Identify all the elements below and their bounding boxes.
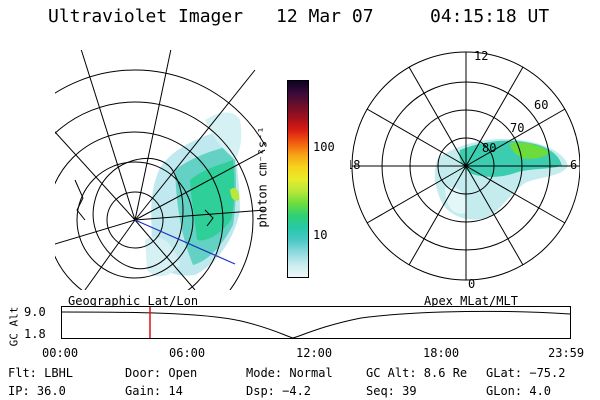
status-gc-alt: GC Alt: 8.6 Re xyxy=(366,366,468,380)
timeline-ytick-top: 9.0 xyxy=(24,305,46,319)
colorbar-tick-10: 10 xyxy=(313,228,328,242)
status-flt: Flt: LBHL xyxy=(8,366,74,380)
mlt-label-6: 6 xyxy=(570,158,577,172)
timeline-xtick-1: 06:00 xyxy=(169,346,206,360)
geographic-map xyxy=(55,50,265,290)
polar-mlt-plot: 12 18 6 0 60 70 80 xyxy=(350,49,580,288)
timeline-xtick-2: 12:00 xyxy=(296,346,333,360)
mlat-label-70: 70 xyxy=(510,121,524,135)
instrument-title: Ultraviolet Imager xyxy=(48,6,244,27)
mlat-label-80: 80 xyxy=(482,141,496,155)
terminator-line xyxy=(134,219,236,265)
timeline-xtick-4: 23:59 xyxy=(548,346,585,360)
colorbar-tick-100: 100 xyxy=(313,140,335,154)
status-glat: GLat: −75.2 xyxy=(486,366,566,380)
gc-altitude-curve xyxy=(61,310,571,339)
orbit-altitude-timeline xyxy=(61,306,571,339)
latitude-circle xyxy=(76,161,194,279)
mlt-label-18: 18 xyxy=(350,158,360,172)
geographic-map-label: Geographic Lat/Lon xyxy=(68,294,199,308)
latitude-circle xyxy=(106,191,164,249)
latitude-circle xyxy=(55,101,254,290)
status-door: Door: Open xyxy=(125,366,198,380)
colorbar-gradient xyxy=(288,81,308,277)
aurora-emission-left xyxy=(145,112,242,277)
mlt-label-12: 12 xyxy=(474,49,488,63)
status-seq: Seq: 39 xyxy=(366,384,417,398)
latitude-circle xyxy=(55,131,224,290)
time-label: 04:15:18 UT xyxy=(430,6,550,27)
date-label: 12 Mar 07 xyxy=(276,6,374,27)
status-dsp: Dsp: −4.2 xyxy=(246,384,312,398)
status-mode: Mode: Normal xyxy=(246,366,333,380)
status-gain: Gain: 14 xyxy=(125,384,183,398)
timeline-y-label: GC Alt xyxy=(7,306,21,347)
apex-map-label: Apex MLat/MLT xyxy=(424,294,518,308)
coastline xyxy=(92,157,184,270)
mlt-label-0: 0 xyxy=(468,277,475,288)
timeline-xtick-3: 18:00 xyxy=(423,346,460,360)
timeline-ytick-bottom: 1.8 xyxy=(24,327,46,341)
colorbar xyxy=(287,80,309,278)
latitude-circle xyxy=(55,69,265,147)
timeline-xtick-0: 00:00 xyxy=(42,346,79,360)
status-glon: GLon: 4.0 xyxy=(486,384,552,398)
status-ip: IP: 36.0 xyxy=(8,384,66,398)
colorbar-unit-label: photon cm⁻²s⁻¹ xyxy=(255,126,270,228)
aurora-emission-right xyxy=(434,138,568,220)
mlat-label-60: 60 xyxy=(534,98,548,112)
